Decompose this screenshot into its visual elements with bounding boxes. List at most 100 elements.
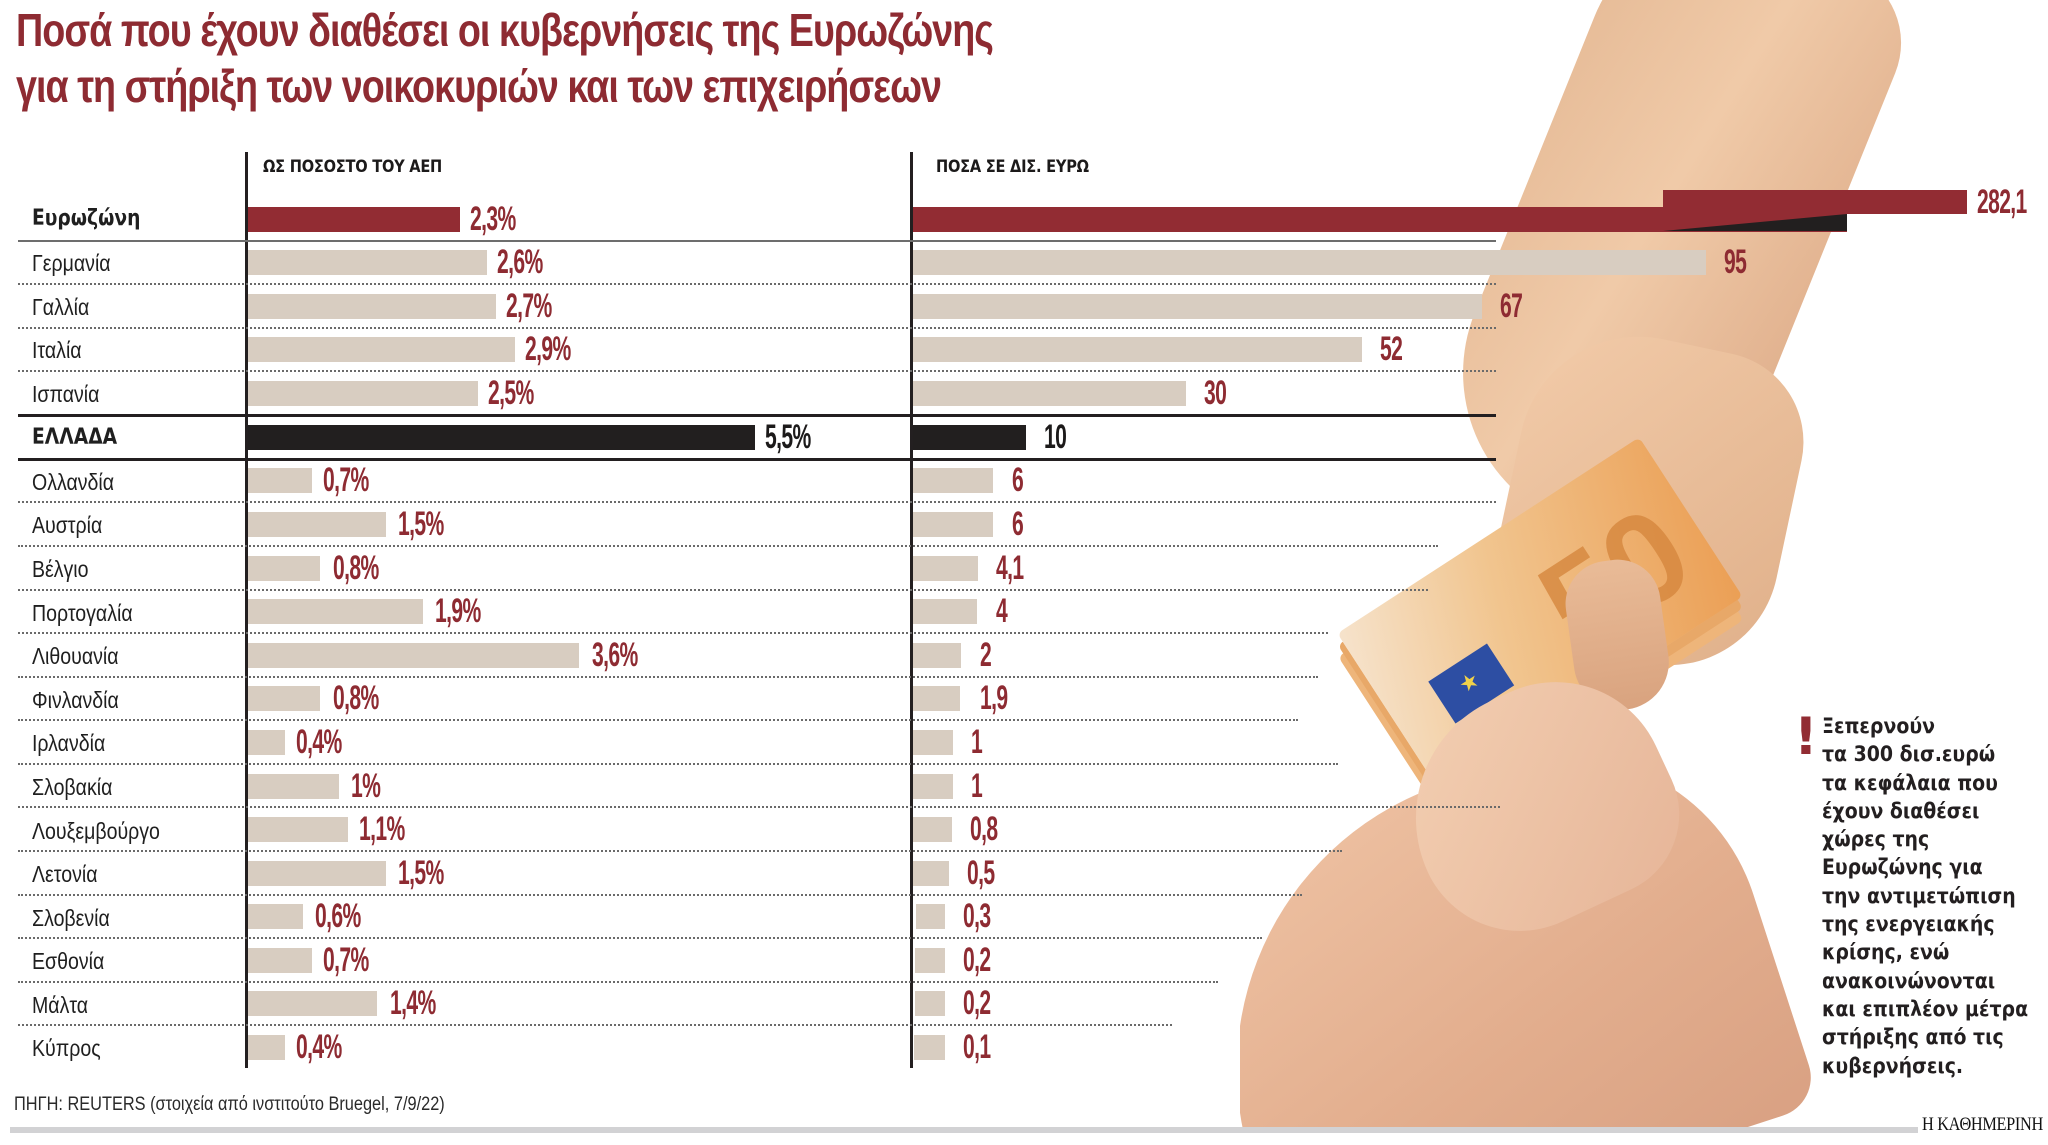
- gdp-value-cyprus: 0,4%: [296, 1028, 342, 1066]
- gdp-bar-cyprus: [248, 1035, 285, 1060]
- bn-value-italy: 52: [1380, 330, 1403, 368]
- separator-line: [18, 414, 1496, 417]
- gdp-bar-austria: [248, 512, 386, 537]
- gdp-bar-lithuania: [248, 643, 579, 668]
- lower-arm: [1240, 703, 1822, 1130]
- publisher-logo: Η ΚΑΘΗΜΕΡΙΝΗ: [1922, 1114, 2043, 1135]
- bn-bar-germany: [913, 250, 1706, 275]
- separator-line: [18, 240, 1496, 242]
- gdp-value-luxembourg: 1,1%: [359, 810, 405, 848]
- separator-line: [18, 1024, 1172, 1026]
- row-label-austria: Αυστρία: [32, 512, 103, 538]
- row-label-spain: Ισπανία: [32, 381, 100, 407]
- bn-value-greece: 10: [1044, 418, 1067, 456]
- bn-bar-slovakia: [913, 774, 953, 799]
- bn-value-france: 67: [1500, 287, 1523, 325]
- bn-bar-belgium: [913, 556, 978, 581]
- note-line: τα 300 δισ.ευρώ: [1822, 742, 1996, 767]
- upper-hand: [1479, 314, 1821, 686]
- row-label-latvia: Λετονία: [32, 861, 98, 887]
- bn-value-slovenia: 0,3: [963, 897, 991, 935]
- title-line-1: Ποσά που έχουν διαθέσει οι κυβερνήσεις τ…: [16, 4, 994, 56]
- gdp-value-italy: 2,9%: [525, 330, 571, 368]
- upper-arm: [1414, 0, 1926, 574]
- gdp-value-finland: 0,8%: [333, 679, 379, 717]
- row-label-belgium: Βέλγιο: [32, 556, 89, 582]
- bn-value-finland: 1,9: [980, 679, 1008, 717]
- bn-value-luxembourg: 0,8: [970, 810, 998, 848]
- eu-flag-icon: [1428, 643, 1515, 724]
- row-label-italy: Ιταλία: [32, 337, 82, 363]
- note-line: τα κεφάλαια που: [1822, 770, 1998, 795]
- exclamation-icon: !: [1794, 707, 1818, 767]
- chart-title: Ποσά που έχουν διαθέσει οι κυβερνήσεις τ…: [16, 2, 994, 114]
- separator-line: [18, 283, 1496, 285]
- gdp-axis: [245, 152, 248, 1068]
- gdp-bar-malta: [248, 991, 377, 1016]
- gdp-bar-germany: [248, 250, 487, 275]
- row-label-lithuania: Λιθουανία: [32, 643, 119, 669]
- title-line-2: για τη στήριξη των νοικοκυριών και των ε…: [16, 60, 942, 112]
- bn-value-spain: 30: [1204, 374, 1227, 412]
- note-line: Ξεπερνούν: [1822, 714, 1935, 738]
- gdp-value-slovenia: 0,6%: [315, 897, 361, 935]
- bn-bar-fold-shadow: [1663, 214, 1847, 231]
- bn-bar-greece: [913, 425, 1026, 450]
- gdp-bar-eurozone: [248, 207, 460, 232]
- bn-value-latvia: 0,5: [967, 854, 995, 892]
- gdp-bar-slovakia: [248, 774, 339, 799]
- bn-value-malta: 0,2: [963, 984, 991, 1022]
- billions-axis: [910, 152, 913, 1068]
- bn-bar-lithuania: [913, 643, 961, 668]
- row-label-malta: Μάλτα: [32, 992, 89, 1018]
- separator-line: [18, 589, 1428, 591]
- bn-bar-latvia: [913, 861, 949, 886]
- row-label-luxembourg: Λουξεμβούργο: [32, 818, 160, 844]
- bn-bar-estonia: [915, 948, 945, 973]
- separator-line: [18, 981, 1218, 983]
- note-line: την αντιμετώπιση: [1822, 883, 2016, 908]
- side-note: Ξεπερνούν τα 300 δισ.ευρώ τα κεφάλαια πο…: [1822, 712, 2029, 1080]
- bn-value-ireland: 1: [971, 723, 983, 761]
- gdp-bar-belgium: [248, 556, 320, 581]
- gdp-value-malta: 1,4%: [390, 984, 436, 1022]
- bn-bar-ireland: [913, 730, 953, 755]
- separator-line: [18, 763, 1338, 765]
- bn-bar-spain: [913, 381, 1186, 406]
- note-line: και επιπλέον μέτρα: [1822, 996, 2029, 1021]
- bn-bar-slovenia: [916, 904, 945, 929]
- euro-banknote: 50: [1337, 437, 1743, 793]
- gdp-bar-france: [248, 294, 496, 319]
- row-label-portugal: Πορτογαλία: [32, 600, 133, 626]
- bn-value-netherlands: 6: [1012, 461, 1024, 499]
- row-label-france: Γαλλία: [32, 294, 90, 320]
- gdp-value-germany: 2,6%: [497, 243, 543, 281]
- separator-line: [18, 806, 1500, 808]
- separator-line: [18, 370, 1496, 372]
- gdp-value-austria: 1,5%: [398, 505, 444, 543]
- gdp-value-portugal: 1,9%: [435, 592, 481, 630]
- bn-bar-cyprus: [914, 1035, 945, 1060]
- gdp-value-estonia: 0,7%: [323, 941, 369, 979]
- row-label-finland: Φινλανδία: [32, 687, 119, 713]
- bn-bar-eurozone-upper: [1663, 190, 1967, 214]
- separator-line: [18, 327, 1496, 329]
- gdp-value-greece: 5,5%: [765, 418, 811, 456]
- separator-line: [18, 501, 1496, 503]
- separator-line: [18, 545, 1438, 547]
- gdp-value-eurozone: 2,3%: [470, 200, 516, 238]
- bn-bar-finland: [913, 686, 960, 711]
- bn-bar-luxembourg: [913, 817, 952, 842]
- bn-bar-malta: [915, 991, 945, 1016]
- gdp-bar-slovenia: [248, 904, 303, 929]
- bn-value-eurozone: 282,1: [1977, 183, 2027, 221]
- gdp-bar-netherlands: [248, 468, 312, 493]
- separator-line: [18, 719, 1298, 721]
- note-line: χώρες της: [1822, 827, 1930, 852]
- source-credit: ΠΗΓΗ: REUTERS (στοιχεία από ινστιτούτο B…: [14, 1094, 445, 1115]
- row-label-slovakia: Σλοβακία: [32, 774, 113, 800]
- note-line: κρίσης, ενώ: [1822, 940, 1950, 965]
- gdp-bar-latvia: [248, 861, 386, 886]
- separator-line: [18, 458, 1496, 461]
- bn-value-estonia: 0,2: [963, 941, 991, 979]
